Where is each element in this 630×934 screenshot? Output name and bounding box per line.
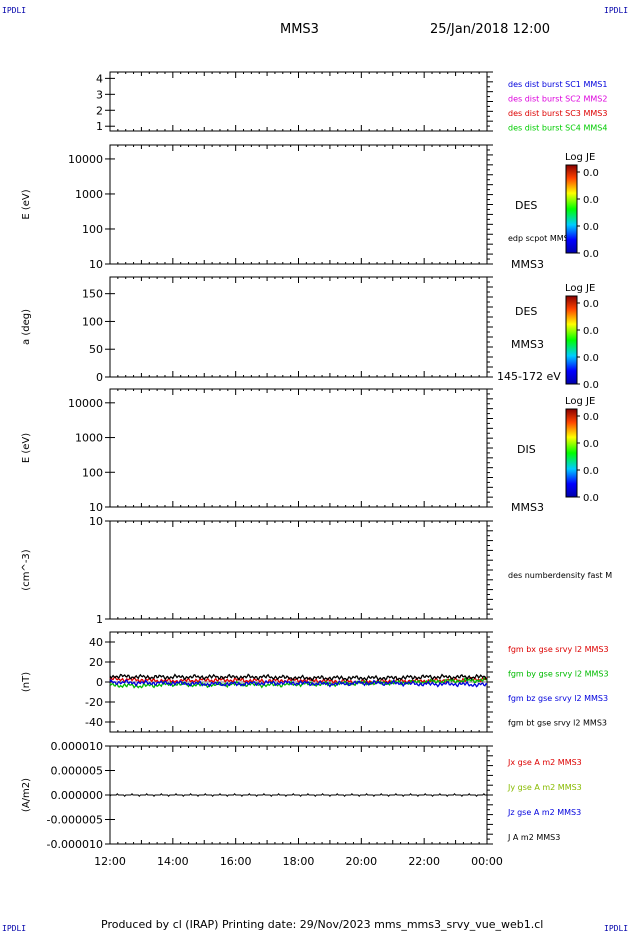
corner-label-top-left: IPDLI: [2, 6, 27, 15]
y-tick-label: 4: [96, 72, 103, 85]
instrument-label: DIS: [517, 443, 536, 456]
colorbar-tick-label: 0.0: [583, 299, 599, 310]
series-line-bt: [109, 673, 487, 682]
y-axis-label: a (deg): [21, 309, 32, 345]
y-tick-label: 10000: [68, 153, 103, 166]
y-tick-label: 50: [89, 343, 103, 356]
panel-frame: [109, 144, 488, 265]
y-tick-label: 0.000010: [51, 740, 104, 753]
spacecraft-label: MMS3: [511, 258, 544, 271]
x-tick-label: 00:00: [471, 855, 503, 868]
legend-entry: fgm by gse srvy l2 MMS3: [508, 670, 609, 679]
legend-entry: des dist burst SC4 MMS4: [508, 124, 607, 133]
series-line-bz: [109, 679, 487, 688]
y-tick-label: 1: [96, 120, 103, 133]
y-axis-label: E (eV): [21, 433, 32, 463]
overlay-label: edp scpot MMS3: [508, 234, 574, 243]
colorbar-tick-label: 0.0: [583, 326, 599, 337]
x-tick-label: 14:00: [157, 855, 189, 868]
y-tick-label: 10000: [68, 397, 103, 410]
y-axis-label: (nT): [21, 672, 32, 692]
legend-entry: des dist burst SC2 MMS2: [508, 95, 607, 104]
colorbar-tick-label: 0.0: [583, 168, 599, 179]
colorbar-tick-label: 0.0: [583, 439, 599, 450]
spacecraft-label: MMS3: [511, 501, 544, 514]
colorbar-tick-label: 0.0: [583, 466, 599, 477]
corner-label-top-right: IPDLI: [604, 6, 629, 15]
colorbar-tick-label: 0.0: [583, 195, 599, 206]
panel-frame: [109, 71, 488, 132]
colorbar-tick-label: 0.0: [583, 222, 599, 233]
series-line-bx: [109, 675, 487, 686]
y-tick-label: 0.000005: [51, 765, 104, 778]
y-tick-label: -20: [85, 696, 103, 709]
y-tick-label: 150: [82, 288, 103, 301]
panel-frame: [109, 520, 488, 620]
panel-frame: [109, 388, 488, 508]
colorbar: [565, 164, 578, 254]
legend-entry: Jx gse A m2 MMS3: [507, 758, 582, 767]
legend-entry: Jz gse A m2 MMS3: [507, 808, 581, 817]
y-axis-label: (A/m2): [21, 778, 32, 812]
colorbar: [565, 408, 578, 498]
y-tick-label: -0.000005: [47, 814, 103, 827]
y-tick-label: 100: [82, 315, 103, 328]
y-tick-label: 100: [82, 466, 103, 479]
y-tick-label: 1000: [75, 188, 103, 201]
y-tick-label: 2: [96, 104, 103, 117]
colorbar-title: Log JE: [565, 396, 595, 407]
figure-footer: Produced by cl (IRAP) Printing date: 29/…: [101, 918, 544, 931]
colorbar-title: Log JE: [565, 152, 595, 163]
y-tick-label: -0.000010: [47, 838, 103, 851]
colorbar-title: Log JE: [565, 283, 595, 294]
colorbar-tick-label: 0.0: [583, 353, 599, 364]
legend-entry: des dist burst SC1 MMS1: [508, 80, 607, 89]
legend-entry: Jy gse A m2 MMS3: [507, 783, 582, 792]
legend-entry: fgm bx gse srvy l2 MMS3: [508, 645, 609, 654]
y-tick-label: 0: [96, 371, 103, 384]
figure-datetime: 25/Jan/2018 12:00: [430, 22, 551, 37]
colorbar-tick-label: 0.0: [583, 493, 599, 504]
x-tick-label: 18:00: [283, 855, 315, 868]
corner-label-bottom-right: IPDLI: [604, 924, 629, 933]
x-tick-label: 16:00: [220, 855, 252, 868]
legend-entry: fgm bt gse srvy l2 MMS3: [508, 719, 607, 728]
legend-entry: fgm bz gse srvy l2 MMS3: [508, 694, 608, 703]
y-tick-label: 20: [89, 656, 103, 669]
y-tick-label: 100: [82, 223, 103, 236]
y-tick-label: 0.000000: [51, 789, 104, 802]
y-axis-label: (cm^-3): [21, 549, 32, 590]
legend-entry: des numberdensity fast M: [508, 571, 612, 580]
panel-frame: [109, 276, 488, 378]
colorbar-tick-label: 0.0: [583, 412, 599, 423]
legend-entry: des dist burst SC3 MMS3: [508, 109, 607, 118]
legend-entry: J A m2 MMS3: [507, 833, 560, 842]
colorbar-tick-label: 0.0: [583, 249, 599, 260]
series-line-j: [109, 793, 487, 797]
y-tick-label: 1000: [75, 432, 103, 445]
colorbar-tick-label: 0.0: [583, 380, 599, 391]
y-tick-label: 1: [96, 613, 103, 626]
y-axis-label: E (eV): [21, 189, 32, 219]
y-tick-label: 10: [89, 258, 103, 271]
y-tick-label: 0: [96, 676, 103, 689]
y-tick-label: 3: [96, 88, 103, 101]
y-tick-label: 10: [89, 501, 103, 514]
instrument-label: DES: [515, 199, 537, 212]
y-tick-label: -40: [85, 716, 103, 729]
corner-label-bottom-left: IPDLI: [2, 924, 27, 933]
instrument-label: DES: [515, 305, 537, 318]
y-tick-label: 10: [89, 515, 103, 528]
spacecraft-label: MMS3: [511, 338, 544, 351]
y-tick-label: 40: [89, 636, 103, 649]
energy-label: 145-172 eV: [497, 370, 561, 383]
x-tick-label: 22:00: [408, 855, 440, 868]
figure-title: MMS3: [280, 22, 319, 37]
colorbar: [565, 295, 578, 385]
x-tick-label: 12:00: [94, 855, 126, 868]
x-tick-label: 20:00: [345, 855, 377, 868]
